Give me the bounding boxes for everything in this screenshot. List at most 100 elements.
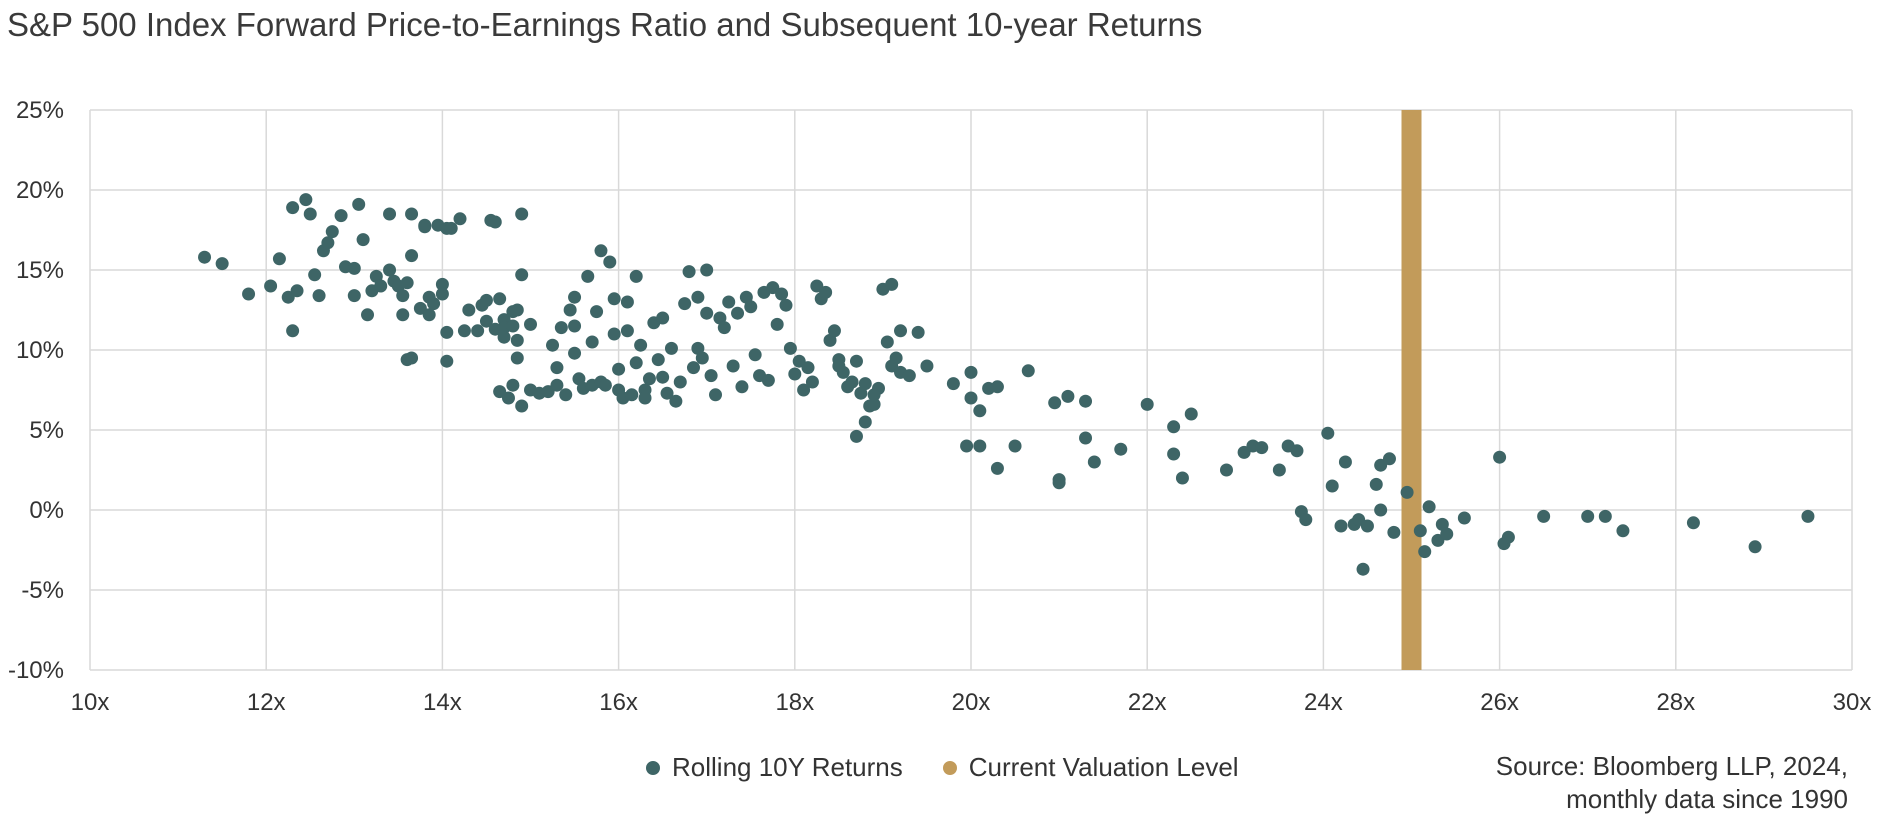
data-point <box>1175 471 1189 485</box>
data-point <box>1501 530 1515 544</box>
data-point <box>444 221 458 235</box>
data-point <box>488 215 502 229</box>
current-valuation-band-layer <box>1401 110 1422 670</box>
data-point <box>686 361 700 375</box>
data-point <box>510 351 524 365</box>
data-point <box>1422 500 1436 514</box>
legend: Rolling 10Y Returns Current Valuation Le… <box>646 752 1279 783</box>
data-point <box>867 388 881 402</box>
data-point <box>1369 477 1383 491</box>
data-point <box>1321 426 1335 440</box>
data-point <box>568 319 582 333</box>
data-point <box>819 285 833 299</box>
y-tick-label: 20% <box>16 177 64 204</box>
legend-item-current-valuation: Current Valuation Level <box>942 752 1239 783</box>
data-point <box>554 321 568 335</box>
data-point <box>682 265 696 279</box>
data-point <box>1457 511 1471 525</box>
data-point <box>590 305 604 319</box>
data-point <box>946 377 960 391</box>
data-point <box>695 351 709 365</box>
axis-tick-labels: -10% -5% 0% 5% 10% 15% 20% 25% 10x 12x 14x 16x 18x 20… <box>8 97 1871 716</box>
data-point <box>1290 444 1304 458</box>
data-point <box>722 295 736 309</box>
data-point <box>471 324 485 338</box>
data-point <box>664 341 678 355</box>
data-point <box>775 287 789 301</box>
source-line-1: Source: Bloomberg LLP, 2024, <box>1495 751 1848 781</box>
data-point <box>198 250 212 264</box>
data-point <box>563 303 577 317</box>
data-point <box>440 354 454 368</box>
data-point <box>453 212 467 226</box>
data-point <box>612 362 626 376</box>
data-point <box>1581 509 1595 523</box>
data-point <box>264 279 278 293</box>
data-point <box>1801 509 1815 523</box>
data-point <box>620 324 634 338</box>
data-point <box>1021 364 1035 378</box>
data-point <box>832 359 846 373</box>
y-tick-label: 10% <box>16 337 64 364</box>
x-tick-label: 24x <box>1304 689 1343 716</box>
data-point <box>383 263 397 277</box>
data-point <box>845 375 859 389</box>
data-point <box>889 351 903 365</box>
data-point <box>651 353 665 367</box>
data-point <box>598 378 612 392</box>
data-point <box>568 290 582 304</box>
x-tick-label: 26x <box>1480 689 1519 716</box>
data-point <box>374 279 388 293</box>
data-point <box>462 303 476 317</box>
data-point <box>1400 485 1414 499</box>
data-point <box>405 351 419 365</box>
data-point <box>1272 463 1286 477</box>
data-point <box>515 399 529 413</box>
x-tick-label: 12x <box>247 689 286 716</box>
data-point <box>783 341 797 355</box>
data-point <box>660 386 674 400</box>
data-point <box>1184 407 1198 421</box>
data-point <box>524 317 537 331</box>
data-point <box>779 298 793 312</box>
data-point <box>497 330 511 344</box>
data-point <box>515 207 529 221</box>
data-point <box>964 365 978 379</box>
data-point <box>726 359 740 373</box>
data-point <box>634 338 648 352</box>
data-point <box>396 308 410 322</box>
data-point <box>1061 389 1075 403</box>
data-point <box>603 255 617 269</box>
data-point <box>383 207 397 221</box>
data-point <box>788 367 802 381</box>
data-point <box>334 209 348 223</box>
data-point <box>435 277 449 291</box>
data-point <box>510 333 524 347</box>
x-tick-label: 28x <box>1656 689 1695 716</box>
data-point <box>761 373 775 387</box>
data-point <box>1325 479 1339 493</box>
data-point <box>400 276 414 290</box>
data-point <box>1140 397 1154 411</box>
data-point <box>422 308 436 322</box>
data-point <box>691 290 705 304</box>
legend-marker-current-valuation <box>942 760 957 775</box>
data-point <box>607 292 621 306</box>
y-tick-label: 5% <box>29 417 64 444</box>
data-point <box>405 207 419 221</box>
data-point <box>607 327 621 341</box>
data-point <box>286 324 300 338</box>
current-valuation-band <box>1401 110 1422 670</box>
data-point <box>299 193 313 207</box>
data-point <box>440 325 454 339</box>
y-tick-label: -10% <box>8 657 64 684</box>
data-point <box>1418 545 1432 559</box>
data-point <box>990 461 1004 475</box>
data-point <box>361 308 375 322</box>
y-tick-label: 25% <box>16 97 64 124</box>
data-point <box>1219 463 1233 477</box>
data-point <box>801 361 815 375</box>
data-point <box>717 321 731 335</box>
data-point <box>435 287 449 301</box>
data-point <box>656 311 670 325</box>
